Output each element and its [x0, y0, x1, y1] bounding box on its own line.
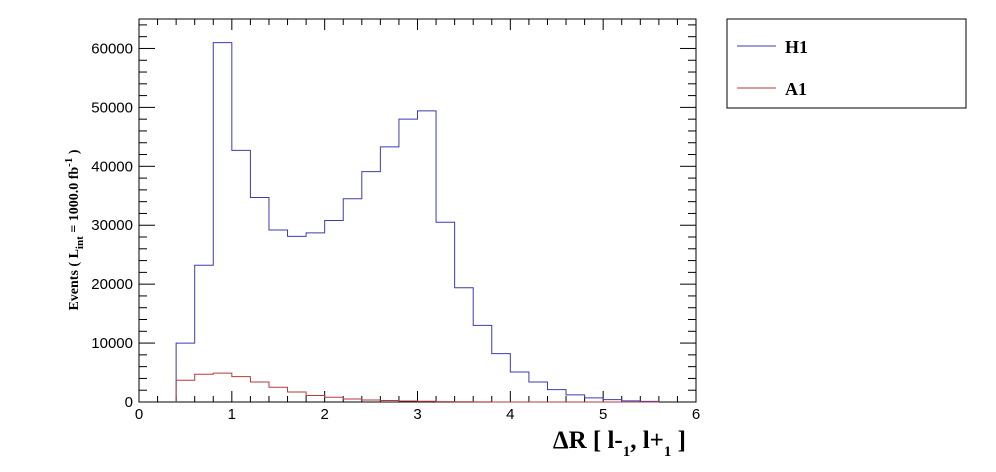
x-tick-label: 4 [506, 406, 514, 423]
x-tick-label: 2 [320, 406, 328, 423]
series-h1 [175, 42, 660, 402]
y-tick-label: 0 [125, 394, 133, 411]
x-tick-label: 5 [599, 406, 607, 423]
y-tick-label: 30000 [91, 217, 133, 234]
legend-label-a1: A1 [785, 79, 807, 99]
plot-frame [138, 18, 697, 403]
legend-label-h1: H1 [785, 37, 808, 57]
y-tick-label: 10000 [91, 335, 133, 352]
legend-box [726, 18, 967, 109]
x-tick-label: 6 [692, 406, 700, 423]
histogram-step-h1 [175, 42, 660, 402]
y-tick-label: 20000 [91, 276, 133, 293]
x-tick-label: 1 [228, 406, 236, 423]
y-axis-title: Events ( Lint = 1000.0 fb-1 ) [63, 149, 86, 310]
y-tick-label: 40000 [91, 158, 133, 175]
y-axis: 0 10000 20000 30000 40000 50000 60000 [91, 24, 696, 411]
histogram-step-a1 [175, 372, 659, 403]
y-tick-label: 60000 [91, 40, 133, 57]
x-tick-label: 3 [413, 406, 421, 423]
y-tick-label: 50000 [91, 99, 133, 116]
x-tick-label: 0 [135, 406, 143, 423]
legend: H1 A1 [726, 18, 967, 109]
series-a1 [175, 372, 659, 403]
x-axis-title: ΔR [ l-1, l+1 ] [553, 427, 686, 460]
series-layer [175, 42, 660, 403]
x-axis: 0 1 2 3 4 5 6 [135, 19, 700, 423]
